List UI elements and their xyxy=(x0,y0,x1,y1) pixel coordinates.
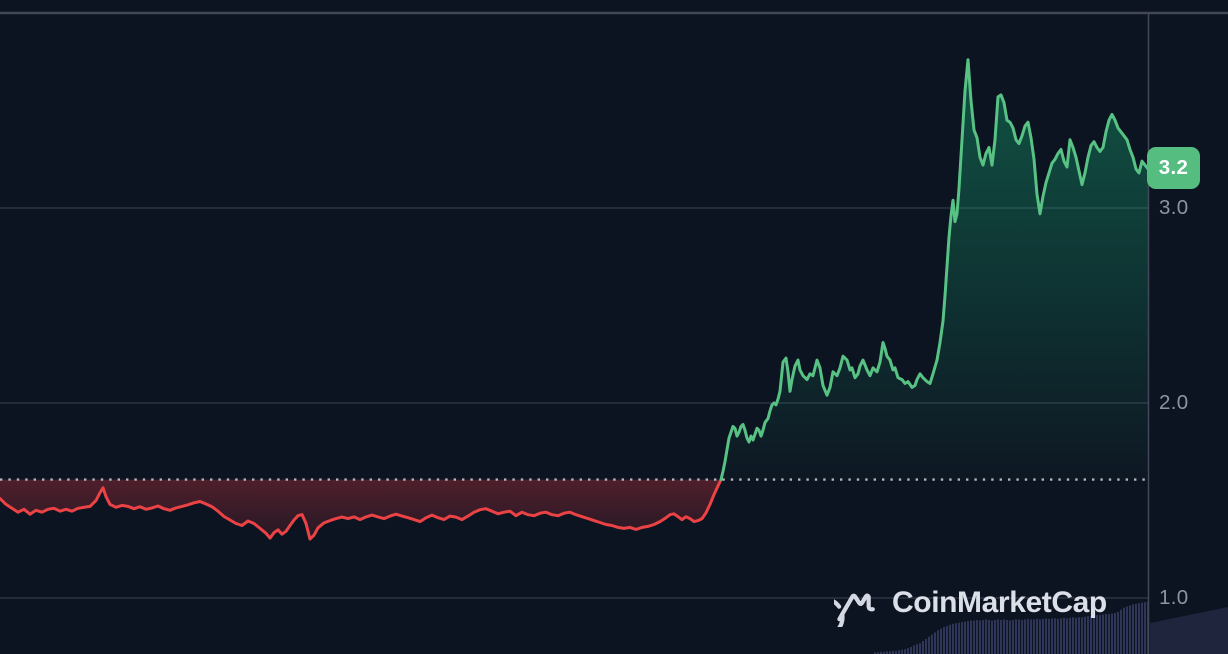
price-line-down xyxy=(0,478,723,541)
coinmarketcap-wordmark: CoinMarketCap xyxy=(892,586,1107,619)
price-area-down xyxy=(0,479,721,540)
volume-histogram xyxy=(874,601,1149,654)
price-axis-label: 1.0 xyxy=(1159,586,1189,609)
coinmarketcap-logo-icon xyxy=(834,593,875,627)
price-line-up xyxy=(719,58,1150,482)
current-price-badge-label: 3.2 xyxy=(1158,156,1189,179)
current-price-badge: 3.2 xyxy=(1147,147,1200,189)
axis-margin-volume-slab xyxy=(1150,607,1228,654)
price-axis-label: 3.0 xyxy=(1159,196,1189,219)
price-area-up xyxy=(721,59,1148,480)
coinmarketcap-watermark: CoinMarketCap xyxy=(834,578,1107,628)
price-axis-label: 2.0 xyxy=(1159,391,1189,414)
